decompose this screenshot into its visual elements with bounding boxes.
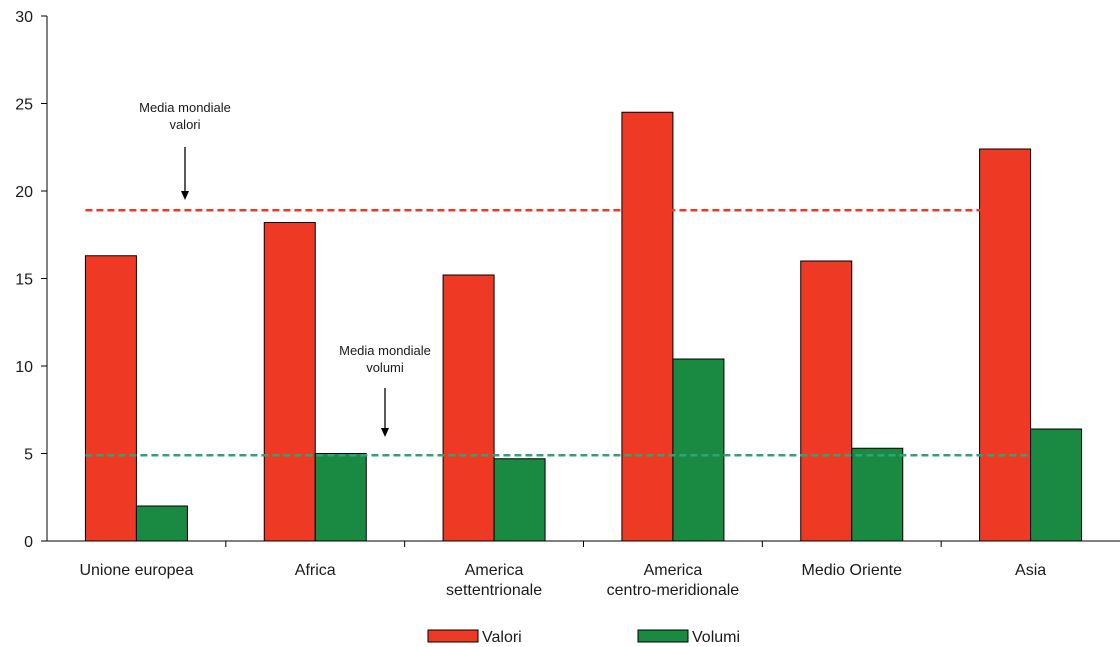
bar-valori-0 — [84, 255, 137, 542]
bar-volumi-4 — [851, 447, 904, 542]
x-category-label: centro-meridionale — [607, 582, 740, 599]
x-category-label: Africa — [295, 562, 336, 579]
annotation-arrow-head — [381, 428, 389, 437]
x-category-label: Medio Oriente — [802, 562, 903, 579]
bar-volumi-0 — [135, 505, 188, 542]
x-axis-labels: Unione europea Africa America settentrional… — [79, 562, 1046, 599]
legend-swatch-volumi — [637, 629, 689, 643]
annotation-label: Media mondiale — [139, 100, 231, 115]
y-tick-label: 0 — [24, 534, 33, 551]
annotation-label: Media mondiale — [339, 343, 431, 358]
annotation-label: volumi — [366, 360, 404, 375]
reference-lines: Media mondiale valori Media mondiale volumi — [85, 100, 1031, 457]
bar-valori-3 — [621, 111, 674, 542]
bar-volumi-3 — [672, 358, 725, 542]
x-category-label: Asia — [1015, 562, 1046, 579]
bar-valori-1 — [263, 222, 316, 542]
bar-valori-4 — [800, 260, 853, 542]
bar-valori-2 — [442, 274, 495, 542]
y-tick-label: 15 — [15, 272, 33, 289]
bar-volumi-2 — [493, 458, 546, 542]
legend-label-volumi: Volumi — [692, 629, 740, 646]
legend-swatch-valori — [427, 629, 479, 643]
y-tick-label: 30 — [15, 9, 33, 26]
axes: 0 5 10 15 20 25 30 — [15, 9, 1120, 551]
annotation-label: valori — [169, 117, 200, 132]
y-tick-label: 10 — [15, 359, 33, 376]
x-category-label: America — [644, 562, 703, 579]
y-tick-label: 20 — [15, 184, 33, 201]
bars — [84, 111, 1083, 542]
bar-volumi-1 — [314, 453, 367, 542]
legend-label-valori: Valori — [482, 629, 522, 646]
y-tick-label: 5 — [24, 447, 33, 464]
x-category-label: America — [465, 562, 524, 579]
annotation-arrow-head — [181, 191, 189, 200]
bar-valori-5 — [979, 148, 1032, 542]
x-category-label: settentrionale — [446, 582, 542, 599]
bar-volumi-5 — [1030, 428, 1083, 542]
x-category-label: Unione europea — [79, 562, 193, 579]
y-tick-label: 25 — [15, 97, 33, 114]
legend: Valori Volumi — [427, 629, 740, 646]
